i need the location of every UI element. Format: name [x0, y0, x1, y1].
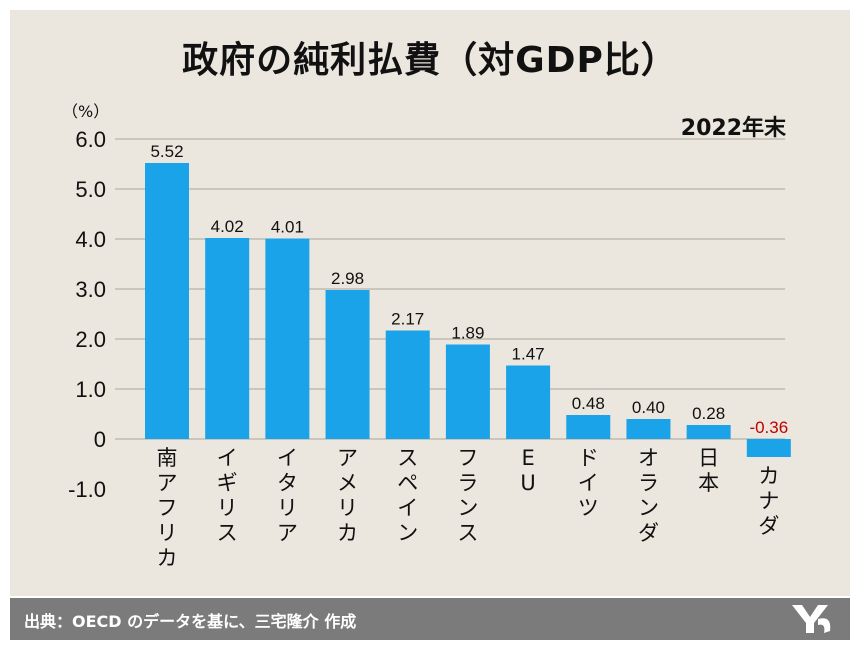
bar	[746, 439, 791, 457]
bar-chart: 6.0 5.0 4.0 3.0 2.0 1.0 0 -1.0 5.52 4.02 4.01 2.98…	[68, 127, 791, 570]
category-label: ドイツ	[578, 446, 599, 520]
y-tick-label: 0	[94, 427, 106, 452]
category-label: イギリス	[217, 446, 238, 545]
category-label: アメリカ	[337, 446, 358, 545]
y-tick-label: 6.0	[75, 127, 106, 152]
value-labels: 5.52 4.02 4.01 2.98 2.17 1.89 1.47 0.48 0.40 0.28…	[150, 142, 788, 437]
bar	[265, 238, 310, 439]
y-tick-label: -1.0	[68, 477, 106, 502]
bar	[205, 238, 250, 439]
data-label: 1.89	[451, 324, 484, 343]
date-label: 2022年末	[680, 116, 786, 141]
bar	[445, 344, 490, 439]
data-label: 2.17	[391, 310, 424, 329]
bar	[385, 330, 430, 439]
category-label: フランス	[457, 446, 478, 545]
logo-icon	[792, 605, 831, 633]
data-label: 0.40	[632, 398, 665, 417]
y-tick-label: 4.0	[75, 227, 106, 252]
category-label: スペイン	[397, 446, 418, 545]
data-label: 2.98	[331, 269, 364, 288]
category-label: イタリア	[277, 446, 298, 545]
bar	[626, 419, 671, 439]
bar	[506, 365, 551, 439]
category-label: 南アフリカ	[157, 446, 178, 570]
bar	[566, 415, 611, 439]
category-label: 日本	[698, 446, 719, 495]
bar	[686, 425, 731, 439]
data-label: 0.48	[572, 394, 605, 413]
y-tick-label: 1.0	[75, 377, 106, 402]
category-labels: 南アフリカ イギリス イタリア アメリカ スペイン フランス E U ドイツ オランダ 日本 カナダ	[157, 446, 780, 570]
chart-title: 政府の純利払費（対GDP比）	[182, 40, 678, 81]
data-label: 1.47	[512, 345, 545, 364]
bars	[145, 163, 791, 457]
y-tick-label: 5.0	[75, 177, 106, 202]
y-tick-label: 3.0	[75, 277, 106, 302]
footer-bar: 出典：OECD のデータを基に、三宅隆介 作成	[10, 598, 850, 640]
data-label: 4.01	[271, 218, 304, 237]
bar	[145, 163, 189, 439]
source-note: 出典：OECD のデータを基に、三宅隆介 作成	[24, 612, 357, 631]
y-tick-labels: 6.0 5.0 4.0 3.0 2.0 1.0 0 -1.0	[68, 127, 106, 502]
y-tick-label: 2.0	[75, 327, 106, 352]
data-label: 5.52	[150, 142, 183, 161]
data-label: 4.02	[211, 217, 244, 236]
category-label: オランダ	[638, 446, 659, 545]
category-label: カナダ	[758, 464, 779, 538]
data-label: 0.28	[692, 404, 725, 423]
data-label: -0.36	[749, 418, 788, 437]
bar	[325, 290, 370, 439]
y-axis-unit: （%）	[62, 102, 110, 121]
